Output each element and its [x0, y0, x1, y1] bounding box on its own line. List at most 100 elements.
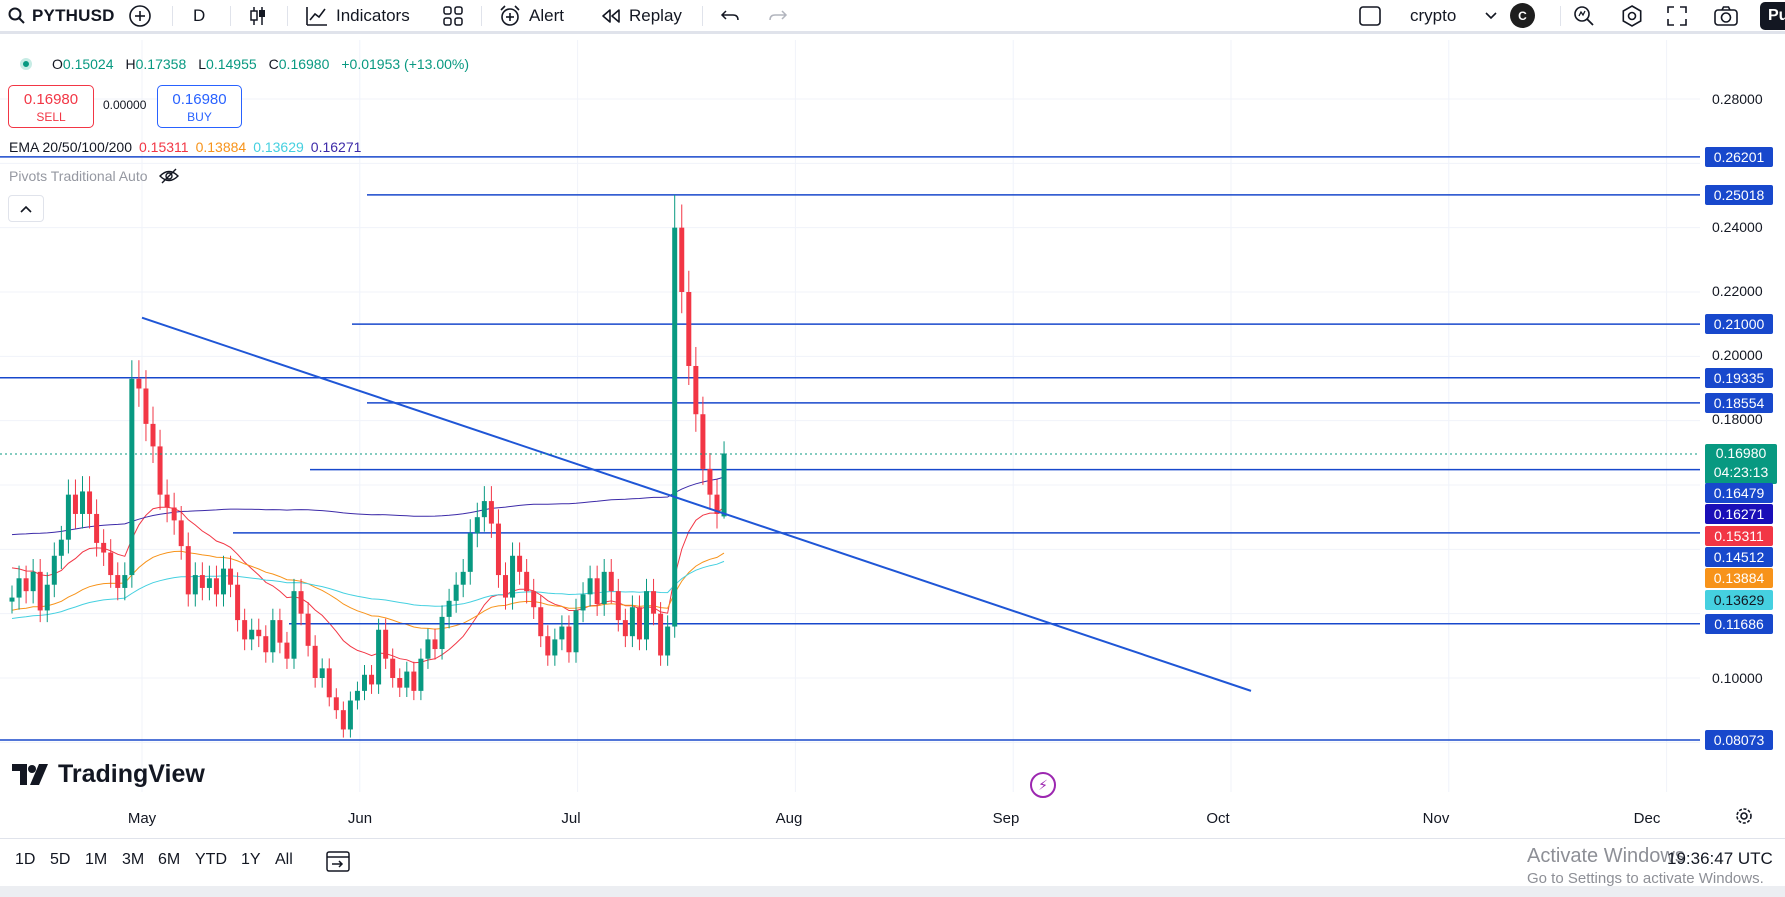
range-5d-button[interactable]: 5D: [50, 851, 71, 868]
candle-body: [108, 552, 114, 576]
buy-label: BUY: [187, 110, 212, 124]
toolbar-divider: [287, 6, 288, 26]
open-value: 0.15024: [62, 56, 114, 72]
price-chart[interactable]: [0, 37, 1785, 797]
lightning-icon[interactable]: ⚡: [1030, 772, 1056, 798]
zoom-search-icon: [1574, 5, 1594, 26]
price-tick: 0.20000: [1712, 347, 1763, 363]
publish-button[interactable]: Pu: [1760, 2, 1785, 30]
axis-settings-button[interactable]: [1734, 806, 1754, 831]
candle-body: [369, 674, 375, 685]
top-toolbar: PYTHUSD D Indicators Alert Replay crypto: [0, 0, 1785, 34]
settings-button[interactable]: [1620, 0, 1644, 31]
account-avatar[interactable]: C: [1510, 0, 1535, 31]
symbol-search[interactable]: PYTHUSD: [8, 0, 115, 31]
utc-clock[interactable]: 19:36:47 UTC: [1667, 849, 1773, 868]
quick-search-button[interactable]: [1572, 0, 1596, 31]
range-1m-button[interactable]: 1M: [85, 851, 108, 868]
range-1d-button[interactable]: 1D: [15, 851, 36, 868]
candle-body: [228, 568, 234, 585]
goto-date-button[interactable]: [325, 848, 351, 879]
candle-body: [115, 575, 121, 588]
layout-button[interactable]: [1358, 0, 1382, 31]
fullscreen-button[interactable]: [1666, 0, 1688, 31]
candle-body: [72, 494, 78, 514]
indicators-button[interactable]: Indicators: [305, 0, 410, 31]
candle-body: [714, 494, 720, 514]
pivot-price-tag: 0.08073: [1705, 730, 1773, 750]
range-all-button[interactable]: All: [275, 851, 293, 868]
eye-hidden-icon[interactable]: [158, 168, 180, 184]
candle-body: [101, 542, 107, 553]
templates-button[interactable]: [442, 0, 464, 31]
buy-price: 0.16980: [172, 91, 227, 108]
alert-button[interactable]: Alert: [498, 0, 564, 31]
candle-body: [390, 658, 396, 678]
buy-button[interactable]: 0.16980 BUY: [157, 85, 242, 128]
close-key: C: [268, 56, 279, 72]
candle-body: [242, 620, 248, 640]
trendline-line: [141, 316, 1252, 692]
candle-body: [80, 491, 85, 514]
candle-body: [665, 626, 671, 656]
candle-body: [340, 710, 346, 730]
candle-body: [376, 629, 382, 685]
tradingview-watermark: TradingView: [12, 760, 205, 789]
candle-body: [157, 446, 163, 495]
range-6m-button[interactable]: 6M: [158, 851, 181, 868]
candle-body: [601, 571, 607, 605]
candle-body: [87, 491, 93, 514]
sell-button[interactable]: 0.16980 SELL: [8, 85, 94, 128]
range-3m-button[interactable]: 3M: [122, 851, 145, 868]
toolbar-divider: [230, 6, 231, 26]
candle-body: [644, 591, 649, 640]
price-tick: 0.24000: [1712, 219, 1763, 235]
candle-body: [65, 494, 71, 540]
candle-body: [150, 423, 156, 447]
range-ytd-button[interactable]: YTD: [195, 851, 227, 868]
interval-button[interactable]: D: [193, 0, 205, 31]
snapshot-button[interactable]: [1713, 0, 1739, 31]
candle-body: [298, 591, 304, 614]
candle-body: [559, 626, 565, 640]
candle-body: [651, 591, 657, 614]
watchlist-dropdown[interactable]: [1484, 0, 1498, 31]
pivots-legend[interactable]: Pivots Traditional Auto: [9, 168, 180, 184]
compare-symbol-button[interactable]: [128, 0, 152, 31]
candle-body: [672, 227, 678, 627]
candle-body: [51, 555, 57, 585]
candle-body: [284, 642, 290, 659]
candle-body: [362, 674, 367, 691]
watchlist-selector[interactable]: crypto: [1410, 0, 1456, 31]
pivot-price-tag: 0.14512: [1705, 547, 1773, 567]
candle-body: [510, 555, 516, 598]
symbol-name: PYTHUSD: [32, 5, 115, 25]
ema100-price-tag: 0.13629: [1705, 590, 1773, 610]
candle-body: [291, 591, 297, 659]
candle-body: [580, 594, 586, 611]
horizontal-scrollbar[interactable]: [0, 886, 1785, 897]
time-label: Dec: [1633, 810, 1661, 827]
high-key: H: [125, 56, 136, 72]
ema-legend[interactable]: EMA 20/50/100/200 0.15311 0.13884 0.1362…: [9, 139, 361, 155]
collapse-legend-button[interactable]: [8, 195, 44, 222]
undo-button[interactable]: [719, 0, 741, 31]
candle-body: [488, 501, 494, 524]
candle-body: [199, 575, 205, 588]
chart-type-button[interactable]: [248, 0, 268, 31]
price-tick: 0.22000: [1712, 283, 1763, 299]
candles: [9, 194, 727, 738]
range-1y-button[interactable]: 1Y: [241, 851, 261, 868]
pivot-price-tag: 0.18554: [1705, 393, 1773, 413]
fullscreen-icon: [1667, 5, 1687, 26]
candle-body: [474, 517, 480, 534]
chart-grid: [0, 40, 1700, 792]
ema50-price-tag: 0.13884: [1705, 568, 1773, 588]
ema200-line: [11, 476, 725, 536]
replay-button[interactable]: Replay: [600, 0, 682, 31]
candle-body: [23, 578, 29, 592]
redo-button[interactable]: [767, 0, 789, 31]
avatar-badge: C: [1510, 3, 1535, 28]
candle-body: [44, 584, 50, 611]
candle-body: [495, 523, 501, 576]
